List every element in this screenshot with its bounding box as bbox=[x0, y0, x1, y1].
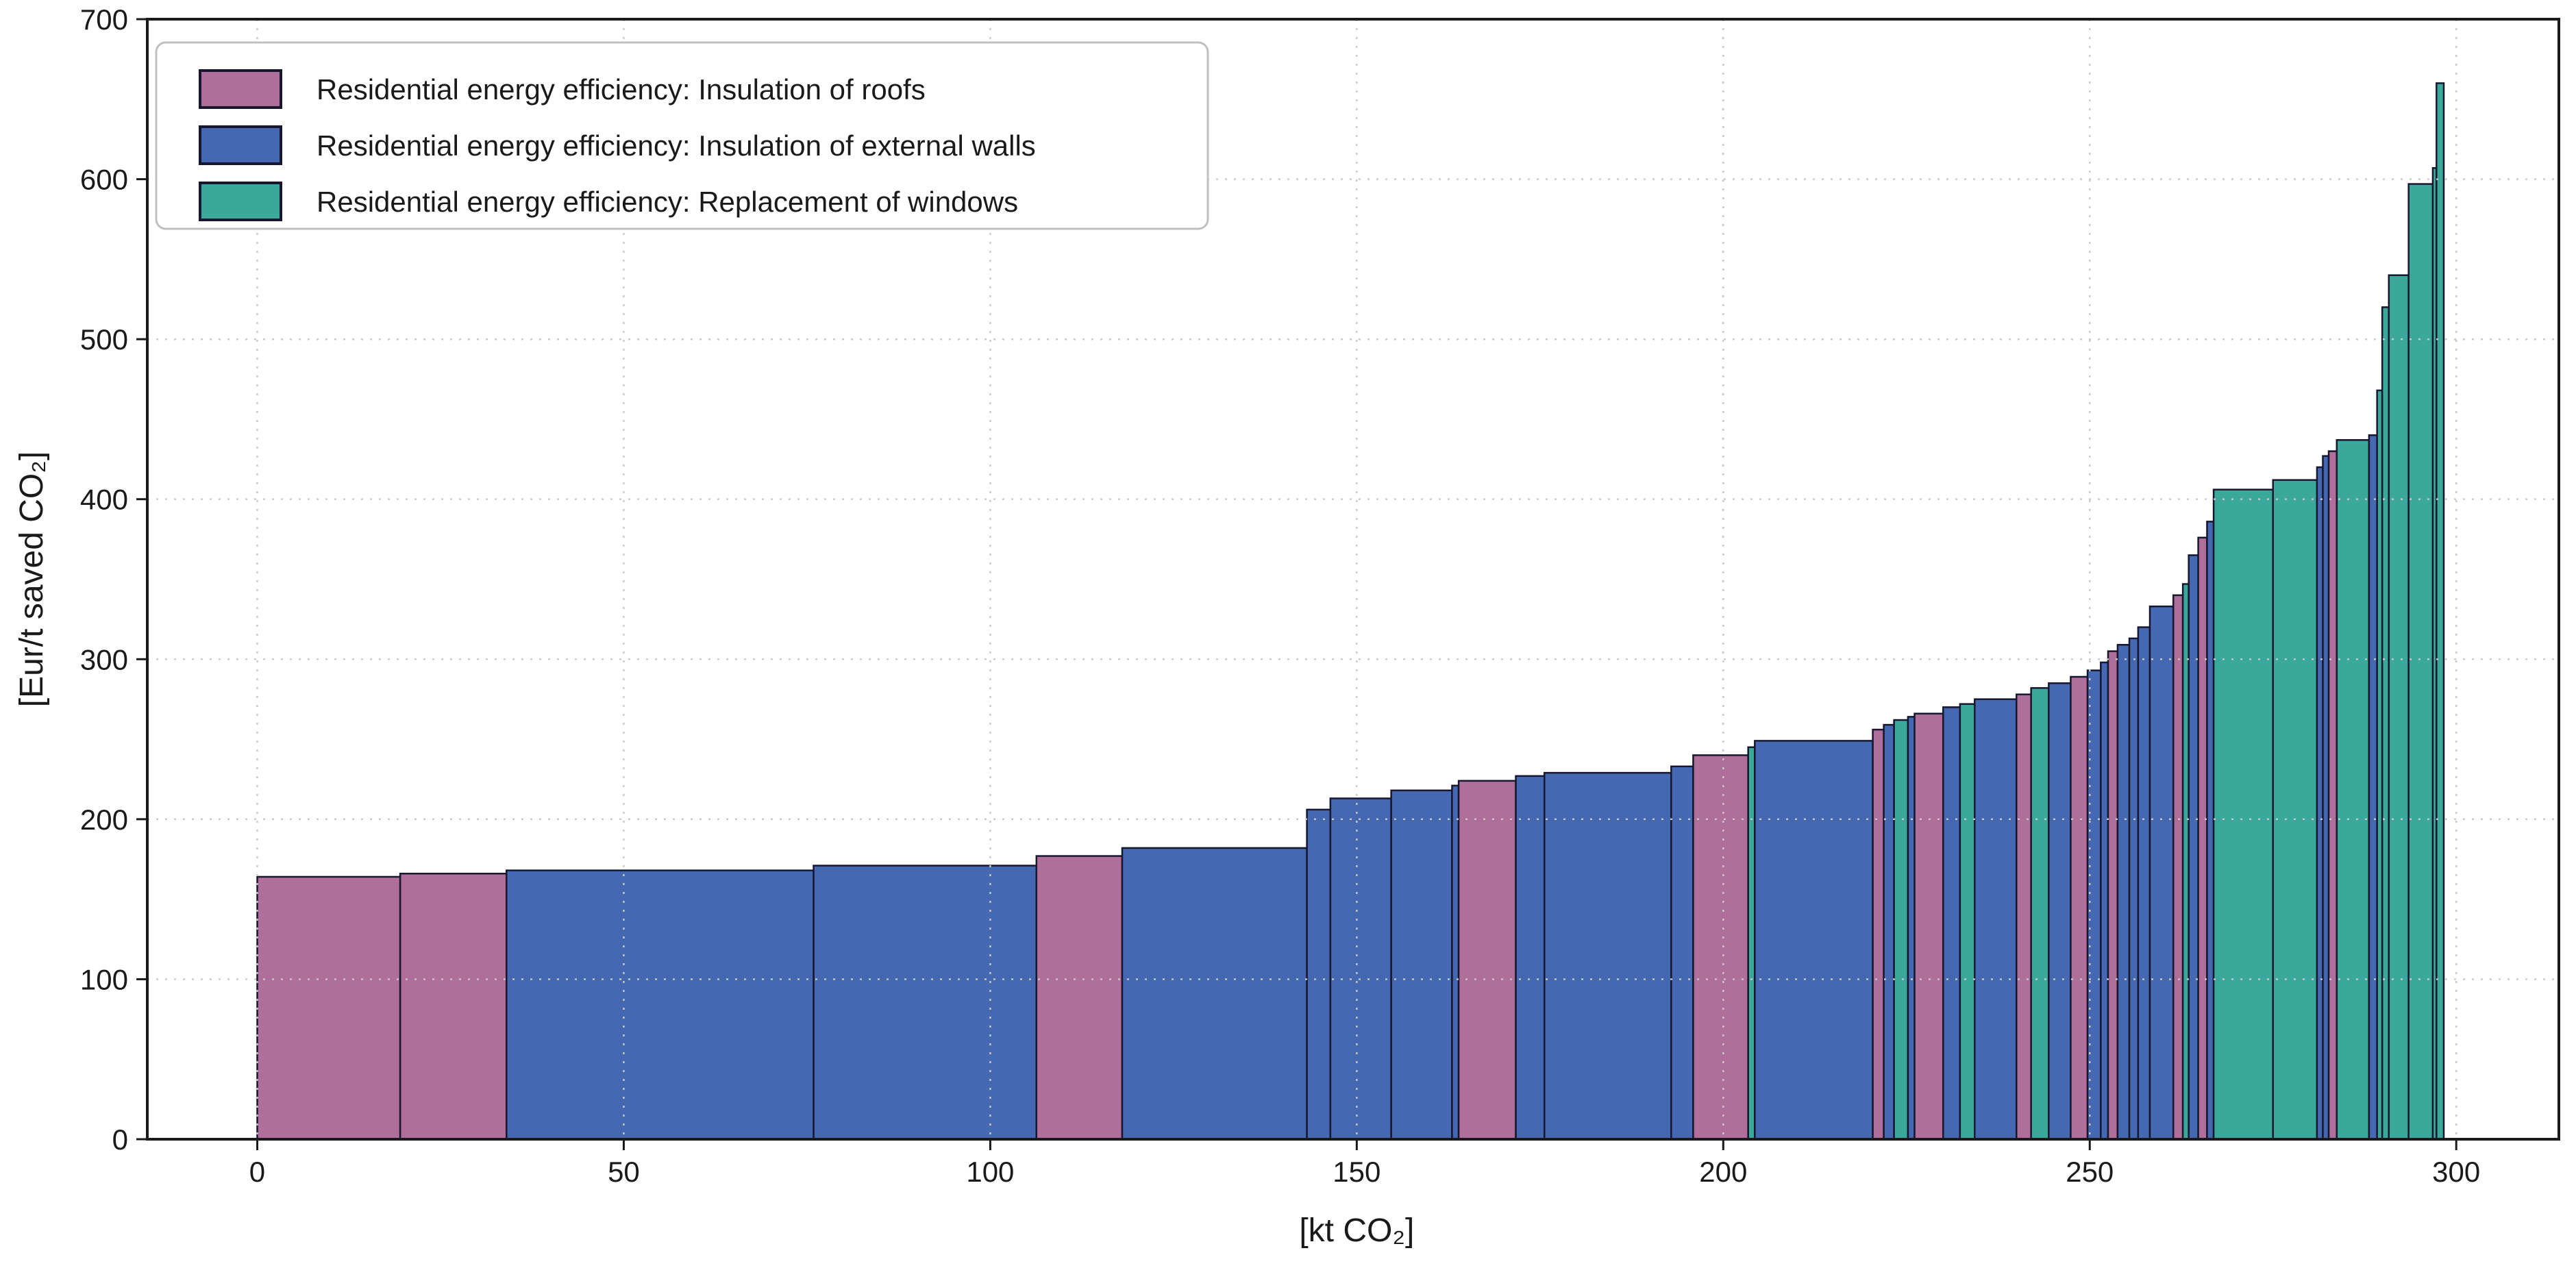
x-tick-label-100: 100 bbox=[966, 1156, 1014, 1188]
y-tick-label-700: 700 bbox=[80, 3, 128, 36]
bar-windows-19 bbox=[1893, 719, 1909, 1141]
bar-windows-15 bbox=[1747, 746, 1756, 1141]
bar-walls-24 bbox=[1974, 698, 2018, 1141]
legend-swatch-windows bbox=[199, 182, 282, 221]
y-tick-label-300: 300 bbox=[80, 643, 128, 675]
bar-walls-22 bbox=[1942, 706, 1961, 1141]
bar-walls-44 bbox=[2322, 455, 2330, 1141]
legend-label-roofs: Residential energy efficiency: Insulatio… bbox=[317, 73, 926, 105]
bar-walls-3 bbox=[813, 865, 1038, 1141]
bar-roofs-31 bbox=[2107, 650, 2119, 1141]
bar-walls-47 bbox=[2368, 434, 2378, 1141]
bar-walls-38 bbox=[2188, 554, 2199, 1141]
bar-windows-23 bbox=[1959, 703, 1976, 1141]
y-tick-label-600: 600 bbox=[80, 164, 128, 196]
y-tick-label-200: 200 bbox=[80, 804, 128, 836]
y-tick-label-100: 100 bbox=[80, 963, 128, 995]
legend-box bbox=[155, 41, 1209, 230]
bar-roofs-21 bbox=[1914, 712, 1944, 1141]
bar-walls-34 bbox=[2137, 626, 2151, 1141]
bar-walls-8 bbox=[1390, 789, 1453, 1141]
bar-roofs-14 bbox=[1692, 754, 1749, 1141]
legend-swatch-roofs bbox=[199, 69, 282, 109]
bar-walls-33 bbox=[2128, 637, 2140, 1141]
bar-roofs-10 bbox=[1457, 780, 1517, 1141]
bar-roofs-45 bbox=[2327, 450, 2338, 1141]
bar-walls-43 bbox=[2316, 466, 2324, 1141]
tick-marks bbox=[136, 18, 2457, 1150]
bar-windows-41 bbox=[2212, 488, 2274, 1141]
bar-roofs-28 bbox=[2070, 675, 2089, 1141]
x-tick-label-300: 300 bbox=[2432, 1156, 2480, 1188]
bar-roofs-0 bbox=[256, 875, 401, 1141]
bar-roofs-39 bbox=[2197, 536, 2208, 1141]
bar-walls-12 bbox=[1543, 771, 1672, 1141]
bar-roofs-1 bbox=[399, 873, 508, 1141]
bar-windows-53 bbox=[2436, 82, 2445, 1141]
bar-walls-9 bbox=[1451, 784, 1460, 1141]
bar-windows-26 bbox=[2030, 687, 2050, 1141]
legend-swatch-walls bbox=[199, 125, 282, 165]
x-tick-label-250: 250 bbox=[2066, 1156, 2114, 1188]
bar-walls-11 bbox=[1515, 775, 1546, 1141]
bar-walls-6 bbox=[1306, 808, 1332, 1141]
legend-item-windows: Residential energy efficiency: Replaceme… bbox=[199, 182, 1018, 221]
legend-item-walls: Residential energy efficiency: Insulatio… bbox=[199, 125, 1036, 165]
plot-border bbox=[146, 18, 2560, 1141]
bar-windows-37 bbox=[2181, 583, 2190, 1141]
bar-walls-35 bbox=[2148, 605, 2175, 1141]
legend: Residential energy efficiency: Insulatio… bbox=[155, 41, 1209, 230]
bar-roofs-36 bbox=[2172, 594, 2184, 1141]
bar-walls-5 bbox=[1121, 847, 1308, 1141]
y-tick-label-0: 0 bbox=[112, 1123, 128, 1156]
x-axis-label: [kt CO₂] bbox=[1299, 1213, 1414, 1249]
bar-roofs-4 bbox=[1035, 855, 1124, 1141]
x-tick-label-50: 50 bbox=[608, 1156, 640, 1188]
x-tick-label-150: 150 bbox=[1333, 1156, 1380, 1188]
bar-walls-16 bbox=[1754, 740, 1874, 1141]
bar-windows-50 bbox=[2388, 274, 2410, 1141]
y-tick-label-500: 500 bbox=[80, 323, 128, 356]
x-tick-label-200: 200 bbox=[1699, 1156, 1747, 1188]
y-axis-label: [Eur/t saved CO₂] bbox=[14, 451, 50, 707]
bar-walls-13 bbox=[1670, 765, 1694, 1141]
bar-windows-49 bbox=[2381, 306, 2390, 1141]
bar-roofs-17 bbox=[1872, 728, 1885, 1141]
bar-walls-2 bbox=[506, 869, 815, 1141]
bar-windows-42 bbox=[2272, 479, 2318, 1141]
bar-windows-46 bbox=[2336, 439, 2370, 1141]
legend-label-walls: Residential energy efficiency: Insulatio… bbox=[317, 129, 1036, 162]
bar-walls-40 bbox=[2206, 521, 2215, 1141]
y-tick-label-400: 400 bbox=[80, 484, 128, 516]
legend-label-windows: Residential energy efficiency: Replaceme… bbox=[317, 186, 1018, 218]
x-tick-label-0: 0 bbox=[249, 1156, 265, 1188]
bar-walls-30 bbox=[2100, 661, 2109, 1141]
bar-walls-7 bbox=[1329, 797, 1392, 1141]
legend-item-roofs: Residential energy efficiency: Insulatio… bbox=[199, 69, 926, 109]
bar-windows-51 bbox=[2407, 183, 2434, 1141]
bar-walls-27 bbox=[2048, 682, 2072, 1141]
bar-roofs-25 bbox=[2016, 693, 2032, 1141]
bar-walls-18 bbox=[1883, 723, 1895, 1141]
bar-walls-32 bbox=[2116, 644, 2131, 1141]
bar-walls-20 bbox=[1907, 716, 1916, 1141]
